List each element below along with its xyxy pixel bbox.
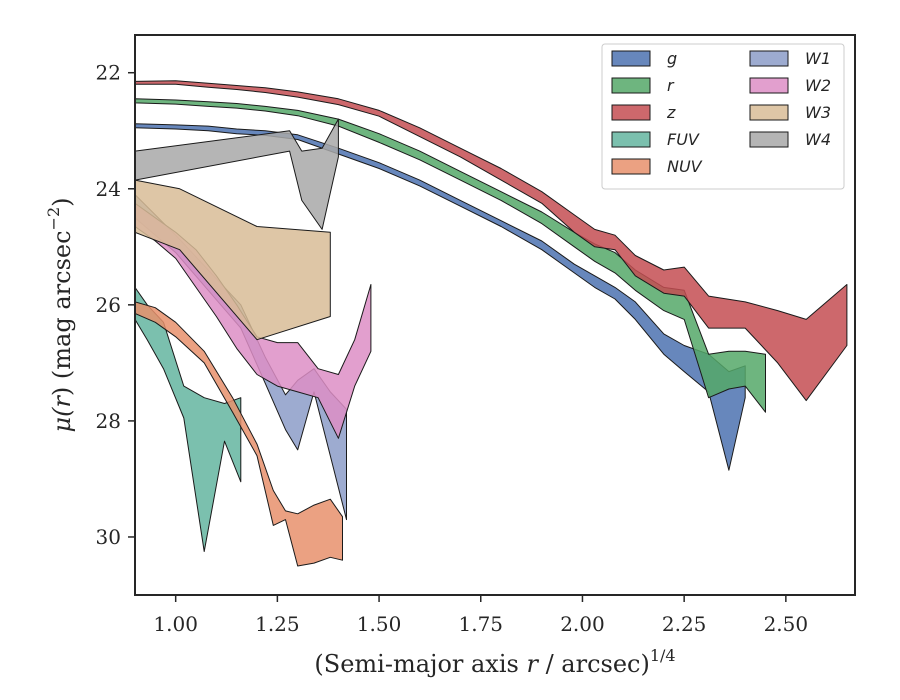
x-axis-label: (Semi-major axis r / arcsec)1/4 (314, 646, 675, 678)
x-axis-label-main: (Semi-major axis (314, 650, 526, 678)
legend-swatch-w3 (749, 104, 789, 121)
x-tick-label: 1.75 (458, 612, 503, 636)
y-axis-label-exp: −2 (44, 207, 63, 231)
series-areas (135, 80, 848, 567)
legend-swatch-w4 (749, 131, 789, 148)
series-area-w4 (135, 118, 339, 230)
y-axis: 22 24 26 28 30 (96, 61, 135, 549)
y-tick-label: 26 (96, 293, 121, 317)
y-tick-label: 28 (96, 409, 121, 433)
legend-label-nuv: NUV (667, 157, 703, 176)
legend-swatch-w1 (749, 50, 789, 67)
y-tick-label: 30 (96, 525, 121, 549)
legend-label-w1: W1 (805, 49, 831, 68)
series-area-w3 (135, 179, 331, 341)
x-axis-label-exp: 1/4 (650, 646, 676, 665)
plot-frame (134, 34, 856, 596)
series-area-fuv (135, 286, 242, 552)
x-axis-label-unit: / arcsec) (538, 650, 650, 678)
legend-label-g: g (667, 49, 677, 68)
x-tick-label: 2.50 (764, 612, 809, 636)
x-tick-label: 1.25 (255, 612, 300, 636)
legend-swatch-nuv (611, 158, 651, 175)
legend-swatch-g (611, 50, 651, 67)
legend-label-fuv: FUV (667, 130, 700, 149)
x-axis: 1.00 1.25 1.50 1.75 2.00 2.25 2.50 (153, 595, 808, 636)
x-tick-label: 2.00 (560, 612, 605, 636)
series-area-z (135, 80, 848, 402)
x-tick-label: 2.25 (662, 612, 707, 636)
y-axis-label-var: r (48, 395, 76, 408)
legend-label-z: z (666, 103, 676, 122)
y-axis-label-close: ) (48, 197, 76, 206)
y-axis-label: μ(r) (mag arcsec−2) (44, 197, 76, 432)
legend-swatch-fuv (611, 131, 651, 148)
y-axis-label-main: μ( (48, 407, 76, 433)
x-tick-label: 1.00 (153, 612, 198, 636)
series-area-r (135, 98, 766, 413)
y-axis-label-unit: ) (mag arcsec (48, 230, 76, 396)
legend: grz FUV NUV W1 W2 W3 W4 (601, 43, 845, 190)
y-tick-label: 24 (96, 177, 121, 201)
series-area-nuv (135, 301, 343, 567)
legend-label-w4: W4 (805, 130, 831, 149)
legend-swatch-w2 (749, 77, 789, 94)
legend-swatch-z (611, 104, 651, 121)
legend-label-r: r (667, 76, 675, 95)
x-tick-label: 1.50 (357, 612, 402, 636)
legend-label-w3: W3 (805, 103, 831, 122)
y-tick-label: 22 (96, 61, 121, 85)
legend-swatch-r (611, 77, 651, 94)
legend-label-w2: W2 (805, 76, 831, 95)
x-axis-label-var: r (526, 650, 539, 678)
